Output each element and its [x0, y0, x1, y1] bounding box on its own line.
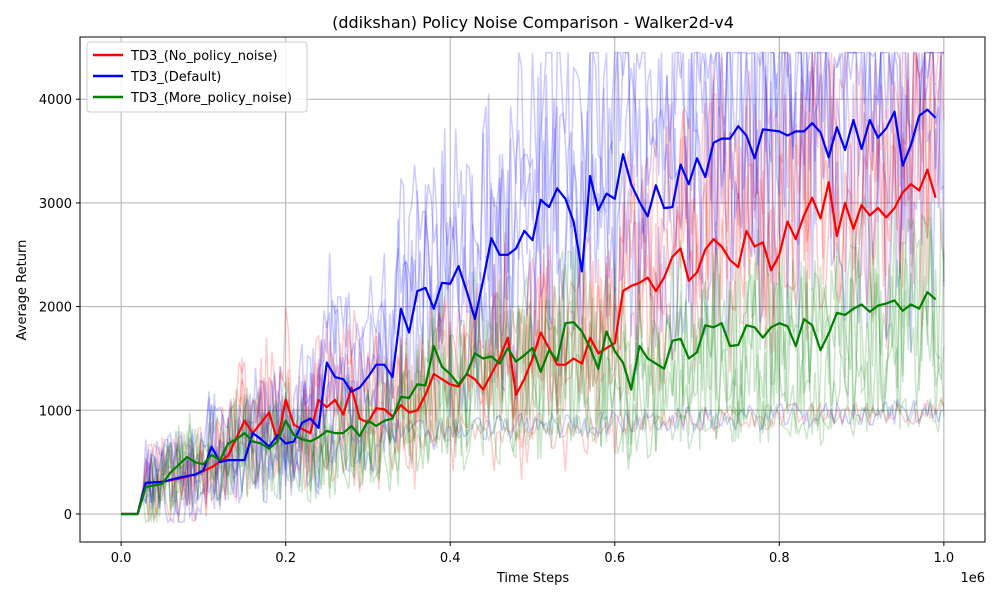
y-tick-label: 4000: [39, 93, 72, 108]
legend-label-2: TD3_(More_policy_noise): [130, 91, 292, 106]
y-tick-label: 1000: [39, 404, 72, 419]
run-trace-2-2: [121, 229, 945, 523]
y-axis-label: Average Return: [15, 240, 30, 341]
run-trace-0-2: [121, 50, 944, 515]
run-trace-1-2: [121, 51, 944, 515]
plot-frame: [79, 36, 986, 543]
run-trace-2-4: [121, 396, 945, 523]
series-line-2: [121, 291, 937, 516]
legend-label-0: TD3_(No_policy_noise): [130, 49, 277, 64]
y-axis: 0 1000 2000 3000 4000: [39, 93, 80, 523]
y-tick-label: 2000: [39, 301, 72, 316]
run-trace-1-3: [121, 50, 944, 515]
x-tick-label: 0.2: [275, 551, 296, 566]
run-trace-0-3: [121, 52, 945, 515]
grid: [80, 37, 985, 542]
x-tick-label: 0.4: [440, 551, 461, 566]
run-trace-0-0: [121, 52, 945, 515]
run-trace-2-3: [121, 241, 945, 524]
run-trace-1-0: [121, 52, 945, 520]
series-line-1: [121, 108, 937, 516]
y-tick-label: 0: [64, 508, 72, 523]
x-tick-label: 0.0: [111, 551, 132, 566]
run-trace-1-1: [121, 51, 945, 517]
legend-box: [86, 41, 308, 113]
individual-runs: [121, 50, 945, 524]
run-trace-0-4: [121, 395, 945, 523]
x-axis-offset-label: 1e6: [960, 571, 985, 586]
run-trace-0-1: [121, 52, 945, 520]
run-trace-2-0: [121, 202, 945, 515]
chart-title: (ddikshan) Policy Noise Comparison - Wal…: [332, 13, 734, 32]
run-trace-1-4: [121, 399, 945, 524]
x-axis: 0.0 0.2 0.4 0.6 0.8 1.0: [111, 542, 954, 566]
x-axis-label: Time Steps: [496, 571, 570, 586]
x-tick-label: 0.6: [604, 551, 625, 566]
x-tick-label: 0.8: [769, 551, 790, 566]
series-mean-lines: [121, 108, 937, 516]
x-tick-label: 1.0: [934, 551, 955, 566]
legend-label-1: TD3_(Default): [130, 70, 221, 85]
run-trace-2-1: [121, 195, 945, 517]
series-line-0: [121, 168, 937, 516]
legend: TD3_(No_policy_noise) TD3_(Default) TD3_(M…: [86, 41, 308, 113]
y-tick-label: 3000: [39, 197, 72, 212]
